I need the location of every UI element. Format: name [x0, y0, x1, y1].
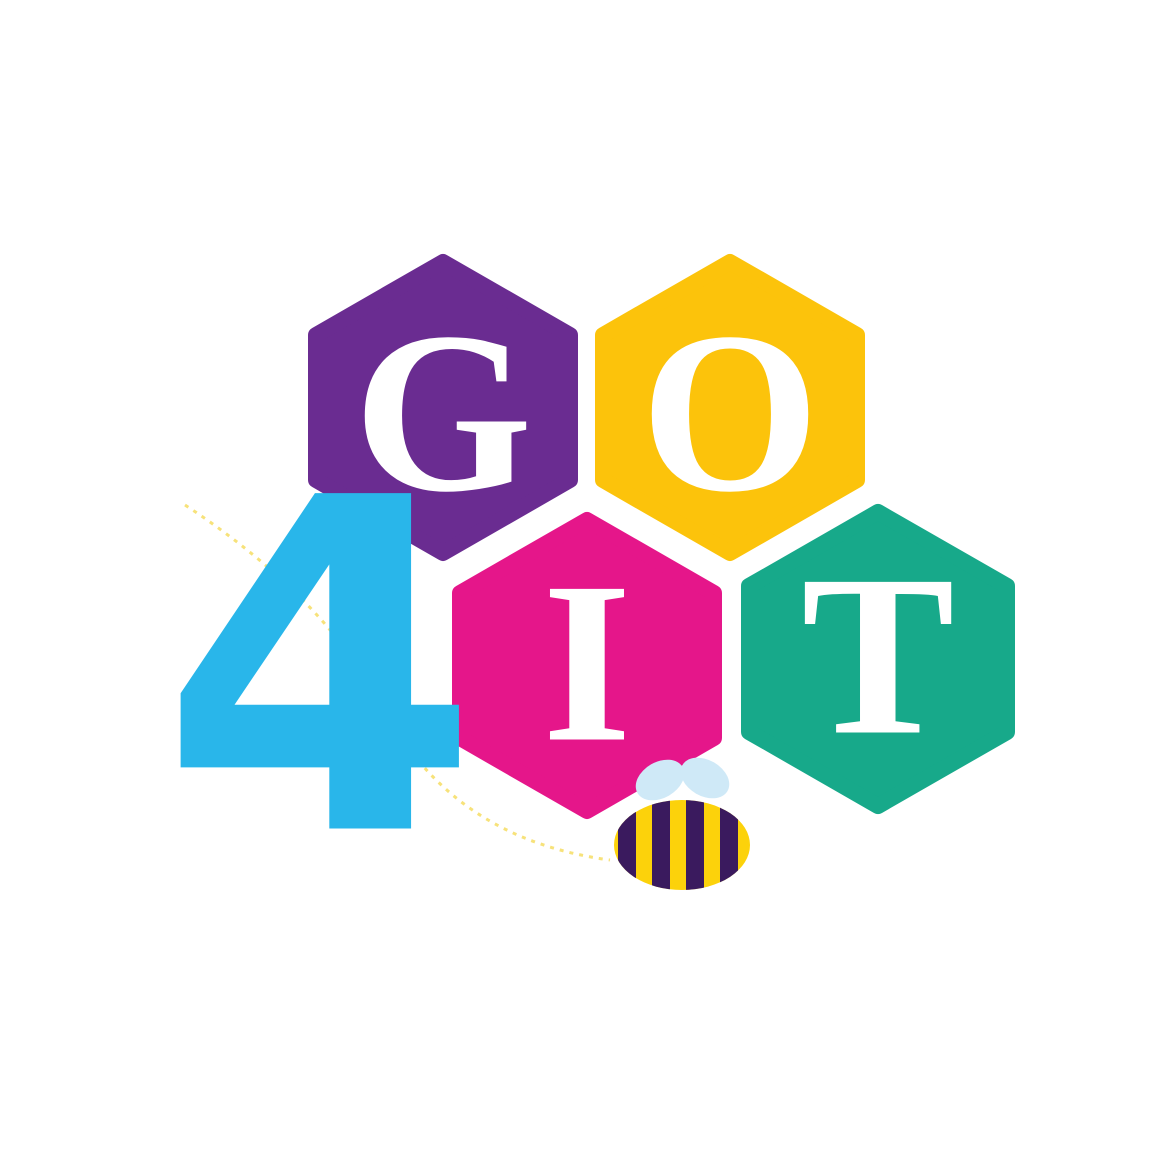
bee-wing — [635, 759, 685, 801]
letter: G — [354, 285, 533, 540]
hexagon-purple — [308, 254, 578, 561]
bee-wing — [680, 757, 730, 799]
letter-four: 4 — [160, 403, 480, 938]
letter: T — [801, 528, 954, 783]
flight-path — [184, 503, 611, 862]
letter: I — [542, 535, 632, 790]
bee-body — [614, 800, 750, 890]
letter: O — [641, 285, 820, 540]
hexagon-green — [741, 504, 1015, 814]
hexagon-yellow — [595, 254, 865, 561]
hexagon-pink — [452, 512, 722, 819]
